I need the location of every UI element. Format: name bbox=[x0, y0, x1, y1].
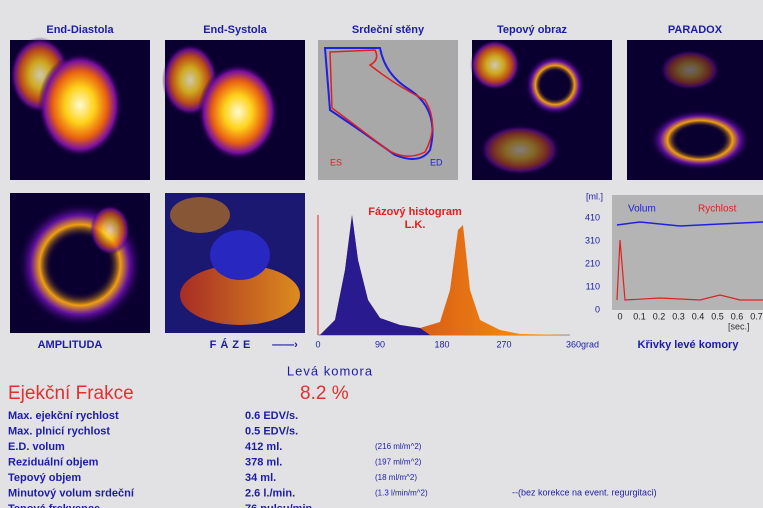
note: --(bez korekce na event. regurgitaci) bbox=[512, 487, 657, 497]
stat-index: (18 ml/m^2) bbox=[375, 473, 417, 482]
x-tick-label: 0.4 bbox=[692, 311, 705, 321]
axis-unit: [ml.] bbox=[586, 191, 603, 201]
screen: End-Diastola End-Systola Srdeční stěny T… bbox=[0, 0, 763, 508]
stat-value: 76 pulsu/min bbox=[245, 503, 313, 508]
panel-label: FÁZE bbox=[210, 338, 255, 351]
histogram-ticks: 0 90 180 270 360grad bbox=[315, 339, 599, 349]
stat-label: Max. ejekční rychlost bbox=[8, 410, 119, 422]
x-tick-label: 0.1 bbox=[633, 311, 646, 321]
stat-value: 34 ml. bbox=[245, 472, 276, 484]
stats-header: Levá komora bbox=[287, 363, 373, 378]
stat-label: Minutový volum srdeční bbox=[8, 487, 135, 499]
x-tick-label: 0.3 bbox=[672, 311, 685, 321]
ef-label: Ejekční Frakce bbox=[8, 383, 134, 404]
curves-title: Křivky levé komory bbox=[638, 339, 740, 351]
stat-value: 378 ml. bbox=[245, 456, 282, 468]
stat-label: E.D. volum bbox=[8, 441, 65, 453]
x-tick-label: 360grad bbox=[566, 339, 599, 349]
wall-label: ED bbox=[430, 157, 443, 167]
stat-index: (197 ml/m^2) bbox=[375, 458, 422, 467]
stat-label: Tepová frekvence bbox=[8, 503, 100, 508]
arrow: ——› bbox=[272, 339, 298, 351]
histogram-subtitle: L.K. bbox=[405, 219, 426, 231]
panel-label: End-Systola bbox=[203, 24, 267, 36]
stat-value: 0.6 EDV/s. bbox=[245, 410, 298, 422]
stat-value: 412 ml. bbox=[245, 441, 282, 453]
histogram-title: Fázový histogram bbox=[368, 206, 462, 218]
stat-label: Max. plnicí rychlost bbox=[8, 425, 110, 437]
x-tick-label: 90 bbox=[375, 339, 385, 349]
panel-label: PARADOX bbox=[668, 24, 723, 36]
stats-rows: Max. ejekční rychlost 0.6 EDV/s. Max. plni… bbox=[8, 410, 428, 508]
histogram: Fázový histogram L.K. bbox=[318, 206, 570, 335]
x-tick-label: 0.6 bbox=[731, 311, 744, 321]
y-tick-label: 310 bbox=[585, 235, 600, 245]
panel-label: AMPLITUDA bbox=[38, 339, 103, 351]
wall-label: ES bbox=[330, 157, 342, 167]
x-tick-label: 0.7 bbox=[750, 311, 763, 321]
panel-label: End-Diastola bbox=[46, 24, 114, 36]
x-tick-label: 270 bbox=[496, 339, 511, 349]
legend-entry: Volum bbox=[628, 204, 656, 215]
y-tick-label: 0 bbox=[595, 304, 600, 314]
panel-label: Tepový obraz bbox=[497, 24, 568, 36]
stat-index: (1.3 l/min/m^2) bbox=[375, 489, 428, 498]
x-tick-label: 0.5 bbox=[711, 311, 724, 321]
stat-value: 2.6 l./min. bbox=[245, 487, 295, 499]
y-tick-label: 210 bbox=[585, 258, 600, 268]
stat-value: 0.5 EDV/s. bbox=[245, 425, 298, 437]
curve-panel: Volum Rychlost [ml.] [sec.] Křivky levé … bbox=[586, 191, 763, 351]
x-tick-label: 180 bbox=[434, 339, 449, 349]
axis-unit: [sec.] bbox=[728, 321, 750, 331]
y-tick-label: 410 bbox=[585, 212, 600, 222]
x-tick-label: 0 bbox=[617, 311, 622, 321]
ef-value: 8.2 % bbox=[300, 383, 349, 404]
stat-index: (216 ml/m^2) bbox=[375, 442, 422, 451]
stat-label: Reziduální objem bbox=[8, 456, 99, 468]
y-tick-label: 110 bbox=[586, 281, 600, 291]
x-tick-label: 0.2 bbox=[653, 311, 666, 321]
legend-entry: Rychlost bbox=[698, 204, 737, 215]
stat-label: Tepový objem bbox=[8, 472, 81, 484]
x-tick-label: 0 bbox=[315, 339, 320, 349]
panel-label: Srdeční stěny bbox=[352, 24, 425, 36]
